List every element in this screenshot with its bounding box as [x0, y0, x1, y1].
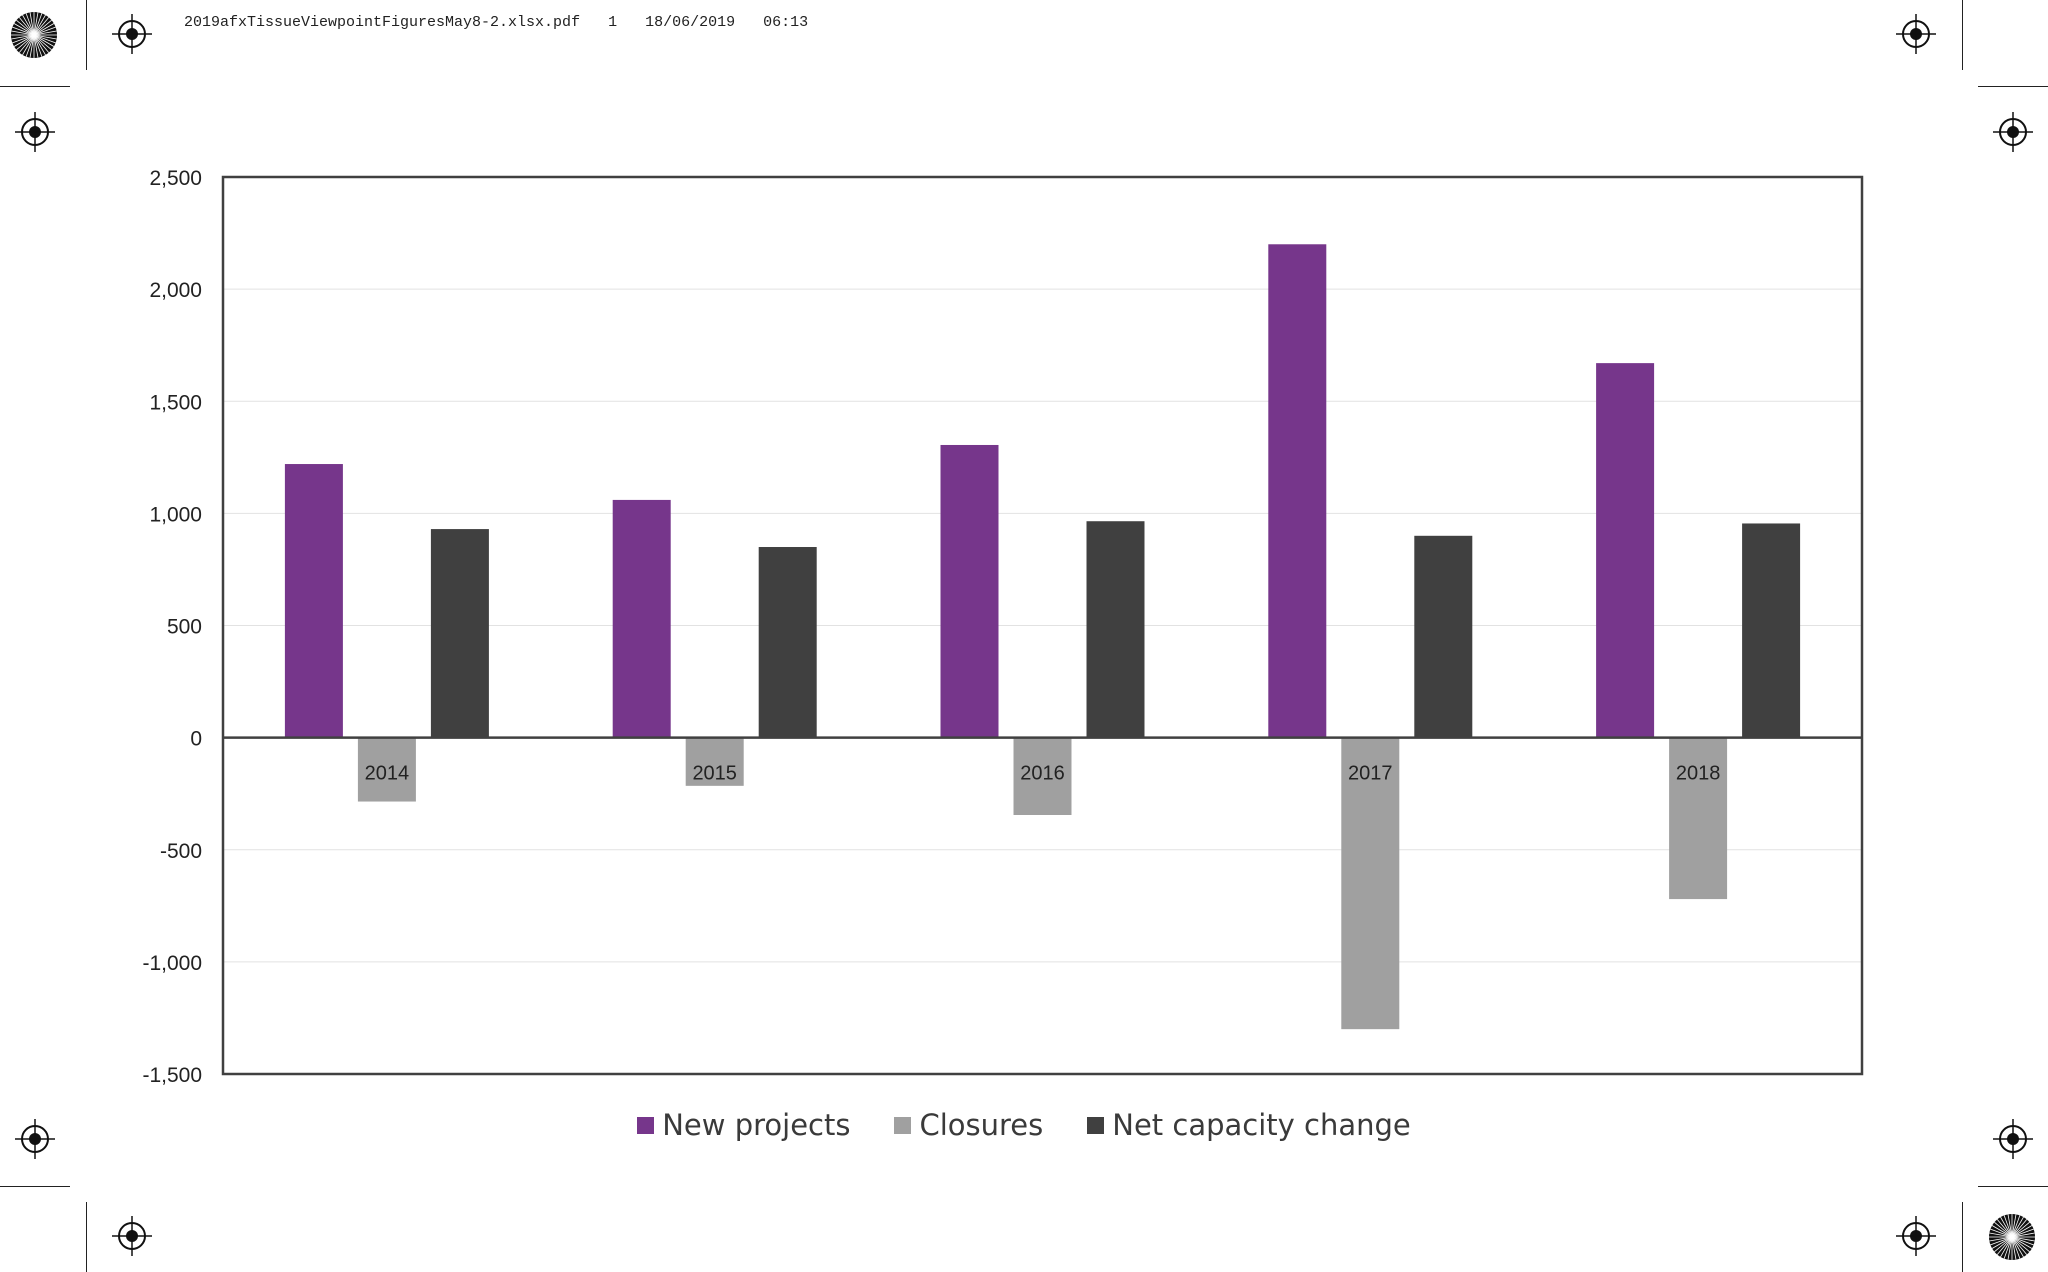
bar-net-capacity-change	[1086, 521, 1145, 738]
crop-mark	[1962, 0, 1963, 70]
y-tick-label: 500	[167, 616, 202, 639]
y-tick-label: -1,500	[142, 1064, 202, 1087]
y-tick-label: 2,000	[149, 279, 202, 302]
legend-swatch	[1087, 1116, 1105, 1134]
bar-new-projects	[612, 499, 671, 738]
header-time: 06:13	[763, 14, 809, 31]
bar-new-projects	[284, 464, 343, 738]
legend-label: New projects	[662, 1108, 851, 1142]
registration-target-icon	[15, 1119, 55, 1159]
bars	[284, 244, 1801, 1030]
starburst-mark-icon	[1989, 1214, 2035, 1260]
registration-target-icon	[1896, 1216, 1936, 1256]
legend-item-net-capacity-change: Net capacity change	[1087, 1108, 1411, 1142]
y-tick-label: 1,000	[149, 503, 202, 526]
starburst-mark-icon	[11, 12, 57, 58]
bar-new-projects	[1268, 244, 1327, 738]
legend-swatch	[894, 1116, 912, 1134]
x-tick-label: 2014	[365, 763, 410, 785]
registration-target-icon	[1993, 1119, 2033, 1159]
y-tick-label: 1,500	[149, 391, 202, 414]
bar-closures	[685, 737, 744, 786]
bar-closures	[1341, 737, 1400, 1030]
axes	[221, 175, 1864, 1076]
crop-mark	[1978, 86, 2048, 87]
y-tick-label: 2,500	[149, 167, 202, 190]
y-tick-label: -500	[160, 840, 202, 863]
print-header: 2019afxTissueViewpointFiguresMay8-2.xlsx…	[184, 14, 836, 31]
bar-new-projects	[940, 444, 999, 738]
bar-net-capacity-change	[1414, 535, 1473, 738]
crop-mark	[1962, 1202, 1963, 1272]
crop-mark	[0, 86, 70, 87]
legend-item-closures: Closures	[894, 1108, 1043, 1142]
legend-label: Closures	[919, 1108, 1044, 1142]
registration-target-icon	[112, 1216, 152, 1256]
bar-new-projects	[1596, 363, 1655, 738]
x-tick-label: 2017	[1348, 763, 1393, 785]
header-filename: 2019afxTissueViewpointFiguresMay8-2.xlsx…	[184, 14, 581, 31]
registration-target-icon	[112, 14, 152, 54]
bar-net-capacity-change	[758, 547, 817, 738]
bar-closures	[1669, 737, 1728, 900]
x-tick-label: 2016	[1020, 763, 1065, 785]
crop-mark	[86, 1202, 87, 1272]
bar-closures	[357, 737, 416, 802]
bar-closures	[1013, 737, 1072, 815]
y-tick-label: 0	[190, 728, 202, 751]
legend-item-new-projects: New projects	[637, 1108, 850, 1142]
header-date: 18/06/2019	[645, 14, 736, 31]
crop-mark	[1978, 1186, 2048, 1187]
plot-border	[221, 175, 1864, 1076]
bar-net-capacity-change	[430, 529, 489, 738]
header-page: 1	[608, 14, 618, 31]
x-tick-label: 2018	[1676, 763, 1721, 785]
registration-target-icon	[1896, 14, 1936, 54]
crop-mark	[86, 0, 87, 70]
crop-mark	[0, 1186, 70, 1187]
registration-target-icon	[1993, 112, 2033, 152]
x-tick-label: 2015	[692, 763, 737, 785]
y-tick-label: -1,000	[142, 952, 202, 975]
legend-swatch	[637, 1116, 655, 1134]
bar-net-capacity-change	[1742, 523, 1801, 738]
chart-legend: New projects Closures Net capacity chang…	[0, 1108, 2048, 1142]
gridlines	[223, 288, 1862, 963]
tick-labels: 2,500 2,000 1,500 1,000 500 0 -500 -1,000 -1,500…	[142, 167, 1720, 1087]
registration-target-icon	[15, 112, 55, 152]
legend-label: Net capacity change	[1112, 1108, 1411, 1142]
